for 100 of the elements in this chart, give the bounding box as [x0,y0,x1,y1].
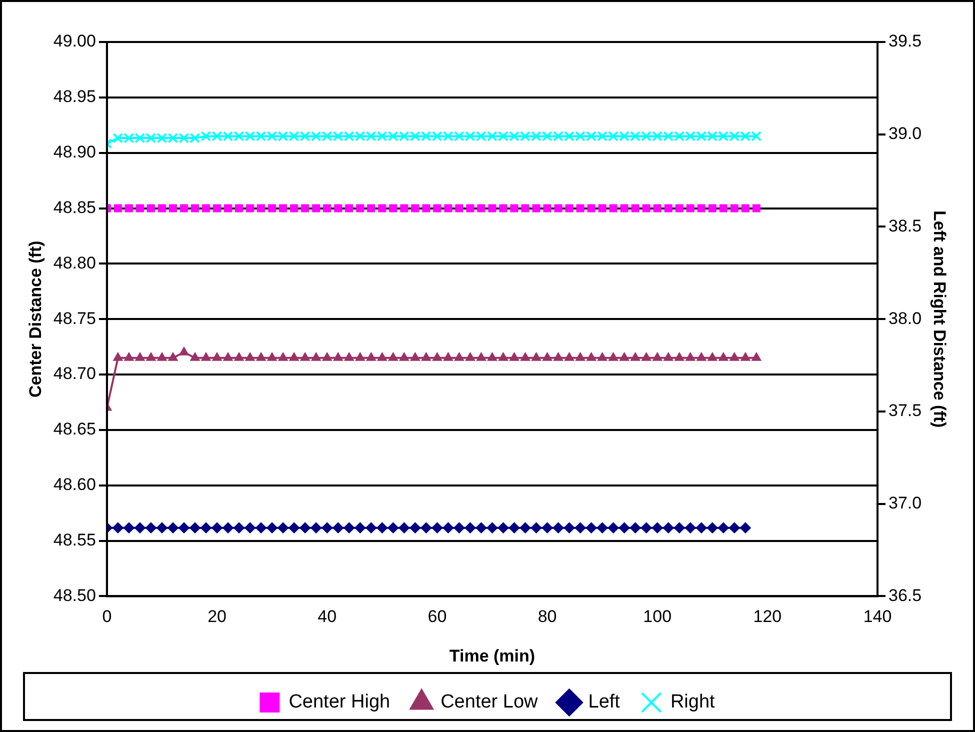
y-tick-label: 48.55 [53,530,96,550]
point [443,352,454,361]
point [730,352,740,361]
point [674,522,685,534]
point [598,204,606,212]
y-tick-label: 48.50 [53,586,96,605]
point [290,204,298,212]
point [279,204,288,212]
point [597,352,608,361]
point [332,130,344,142]
point [564,352,574,361]
point [575,130,586,142]
point [256,352,266,361]
point [487,352,498,361]
point [200,130,212,142]
point [552,522,564,534]
point [442,522,454,534]
point [388,352,398,361]
point [146,204,156,212]
x-tick-label: 0 [102,607,112,626]
point [685,130,696,142]
point [354,522,366,534]
point [752,204,760,212]
point [652,352,662,361]
point [146,352,156,361]
y-tick-label: 48.60 [53,475,96,494]
point [718,522,729,534]
x-tick-label: 60 [428,607,447,626]
point [156,522,168,534]
x-axis-title: Time (min) [449,646,536,666]
point [464,130,476,142]
point [510,204,518,212]
point [718,352,728,361]
point [476,522,487,534]
point [642,204,650,212]
point [157,352,167,361]
point [596,522,608,534]
point [530,522,542,534]
point [310,522,322,534]
point [410,522,421,534]
point [300,352,310,361]
point [311,352,321,361]
point [300,522,311,534]
legend-label: Center Low [440,692,538,713]
point [136,204,144,212]
point [663,130,674,142]
point [618,522,630,534]
point [112,132,124,144]
point [520,130,530,142]
point [124,352,134,361]
point [751,130,762,142]
point [554,204,562,212]
x-tick-label: 100 [643,607,672,626]
point [278,130,288,142]
point [223,352,233,361]
point [498,130,508,142]
point [641,130,652,142]
y2-tick-label: 39.5 [888,32,922,51]
point [410,352,420,361]
point [432,522,443,534]
point [168,352,178,361]
point [257,204,266,212]
y2-tick-label: 37.0 [888,494,922,513]
point [465,352,476,361]
y-tick-label: 48.70 [53,364,96,384]
point [664,204,672,212]
point [256,522,267,534]
point [662,522,674,534]
point [608,130,619,142]
point [190,204,200,212]
point [134,522,146,534]
point [498,522,509,534]
point [388,130,398,142]
point [322,522,333,534]
point [267,352,277,361]
point [543,204,552,212]
y2-tick-label: 36.5 [888,586,922,605]
point [576,204,584,212]
point [521,204,530,212]
point [508,522,520,534]
point [201,352,211,361]
point [652,522,663,534]
point [455,204,464,212]
point [312,204,320,212]
point [442,130,454,142]
point [542,522,553,534]
point [531,352,542,361]
point [288,522,300,534]
point [354,130,366,142]
point [333,352,343,361]
point [587,204,596,212]
y-tick-label: 48.65 [53,420,96,439]
point [123,522,134,534]
y-tick-label: 48.75 [53,308,96,328]
point [398,130,410,142]
point [113,352,123,361]
point [288,130,300,142]
point [278,352,288,361]
point [728,522,740,534]
point [542,130,553,142]
